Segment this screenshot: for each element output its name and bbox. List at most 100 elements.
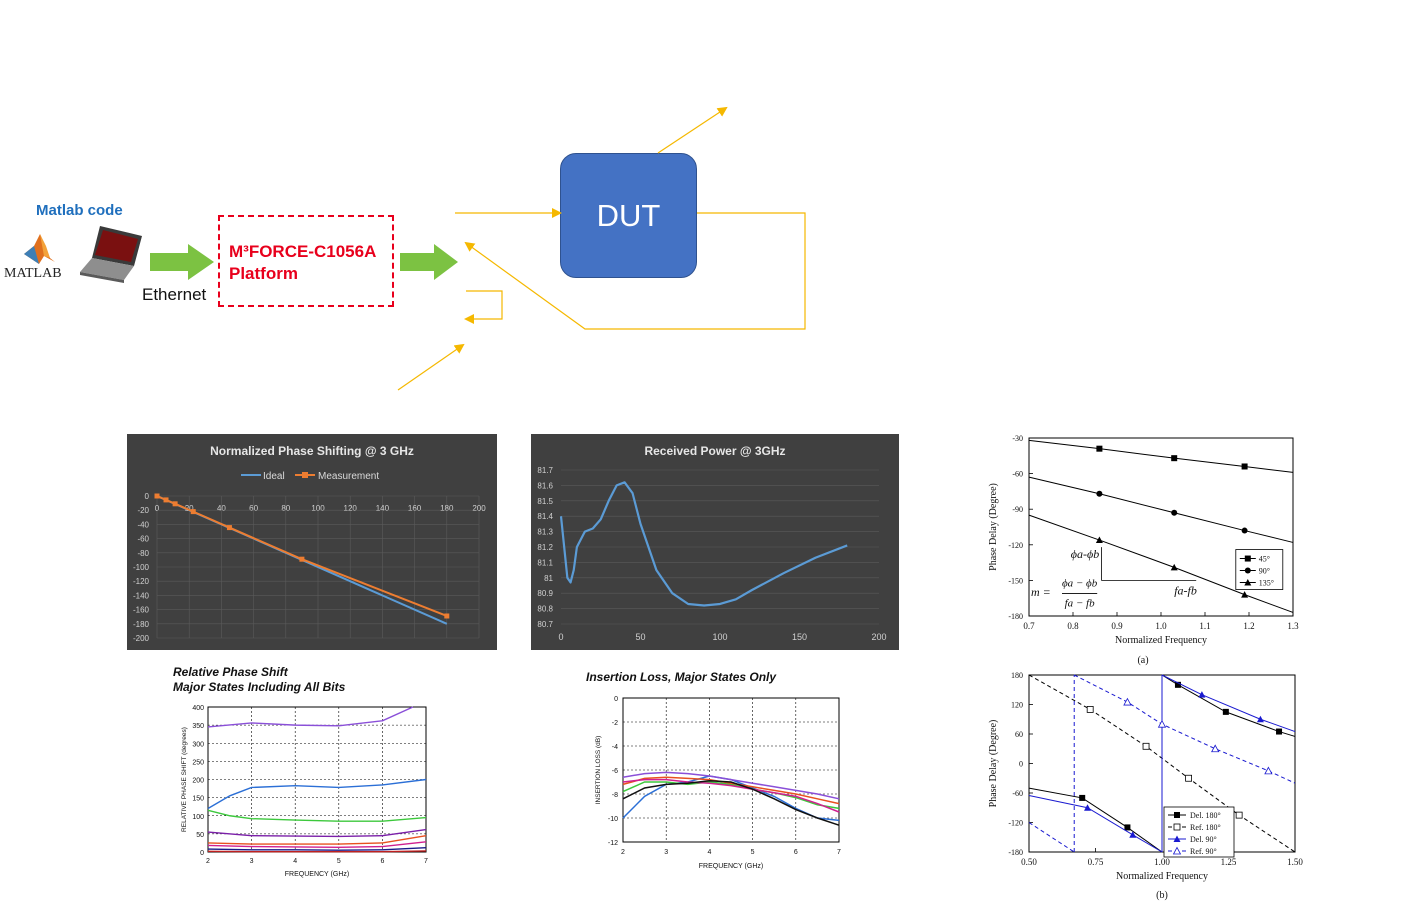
phase-delay-b-chart: 0.50 0.75 1.00 1.25 1.50 180 120 60 0 -60 -120 -180… <box>988 671 1303 901</box>
series-line <box>1028 476 1294 543</box>
legend-label: 135° <box>1259 579 1274 588</box>
x-tick-label: 3 <box>250 858 254 865</box>
data-point-measurement <box>154 493 160 499</box>
y-tick-label: 180 <box>1011 671 1023 680</box>
chart-title: Normalized Phase Shifting @ 3 GHz <box>210 444 414 458</box>
y-tick-label: -60 <box>1012 789 1023 798</box>
data-point <box>1157 719 1167 728</box>
y-tick-label: -60 <box>137 535 149 544</box>
data-point <box>1198 691 1206 698</box>
plot-frame <box>622 697 840 843</box>
data-point <box>1185 774 1193 782</box>
legend-marker-measurement <box>302 472 308 478</box>
laptop-icon <box>80 226 142 283</box>
data-point <box>1244 579 1252 586</box>
signal-connections <box>397 106 806 391</box>
series-line <box>1073 674 1296 784</box>
series-line <box>207 778 427 810</box>
y-tick-label: -120 <box>1008 541 1023 550</box>
series-line <box>1028 439 1294 473</box>
series-line <box>622 781 840 810</box>
system-diagram: Matlab code MATLAB Ethernet M³FORCE-C105… <box>0 0 1415 420</box>
y-tick-label: -100 <box>133 563 150 572</box>
y-tick-label: 0 <box>200 850 204 857</box>
y-tick-label: 81.6 <box>537 481 553 490</box>
freq-diff-label: fa-fb <box>1174 584 1197 598</box>
y-tick-label: 80.8 <box>537 605 553 614</box>
y-tick-label: -60 <box>1012 470 1023 479</box>
series-line <box>1028 794 1163 853</box>
data-point <box>1171 509 1178 516</box>
series-line <box>207 846 427 851</box>
dut-box: DUT <box>560 153 697 278</box>
series-line <box>207 850 427 853</box>
data-point-measurement <box>444 613 450 619</box>
series-line <box>1028 822 1075 853</box>
x-tick-label: 0.7 <box>1023 621 1035 631</box>
x-tick-label: 2 <box>621 849 625 856</box>
y-tick-label: 81.2 <box>537 543 553 552</box>
chart-title: Relative Phase Shift <box>173 665 289 679</box>
x-tick-label: 1.1 <box>1199 621 1210 631</box>
legend-label: 45° <box>1259 555 1270 564</box>
y-tick-label: -40 <box>137 520 149 529</box>
x-tick-label: 1.0 <box>1155 621 1167 631</box>
y-tick-label: 81.7 <box>537 466 553 475</box>
series-line <box>207 834 427 845</box>
formula-lhs: m = <box>1031 585 1051 599</box>
y-axis-label: Phase Delay (Degree) <box>988 483 999 571</box>
x-tick-label: 4 <box>707 849 711 856</box>
data-point <box>1079 794 1086 801</box>
data-point-measurement <box>190 509 196 515</box>
legend-label-measurement: Measurement <box>318 471 379 482</box>
formula-denominator: fa − fb <box>1065 598 1096 610</box>
data-point <box>1235 811 1243 819</box>
chart-caption: (b) <box>1156 890 1168 901</box>
legend-label: Ref. 180° <box>1190 823 1221 832</box>
y-tick-label: 80.9 <box>537 589 553 598</box>
y-tick-label: 60 <box>1015 730 1023 739</box>
y-tick-label: -12 <box>608 840 618 847</box>
x-tick-label: 180 <box>440 504 454 513</box>
x-tick-label: 7 <box>837 849 841 856</box>
data-point <box>1096 490 1103 497</box>
data-point-measurement <box>163 497 169 503</box>
slope-triangle <box>1101 547 1197 581</box>
y-tick-label: 50 <box>196 832 204 839</box>
y-tick-label: -150 <box>1008 576 1023 585</box>
y-tick-label: -20 <box>137 506 149 515</box>
x-tick-label: 2 <box>206 858 210 865</box>
data-point <box>1086 706 1094 713</box>
x-tick-label: 3 <box>664 849 668 856</box>
x-tick-label: 0.50 <box>1021 857 1037 867</box>
data-point <box>1123 697 1132 706</box>
series-line <box>622 780 840 826</box>
data-point <box>1142 742 1150 750</box>
matlab-logo-icon <box>24 234 55 264</box>
ethernet-label: Ethernet <box>142 285 207 304</box>
data-point <box>1170 563 1178 571</box>
y-tick-label: -30 <box>1012 434 1023 443</box>
green-arrow-icon <box>150 244 214 280</box>
x-tick-label: 1.3 <box>1287 621 1299 631</box>
data-point <box>1084 804 1092 811</box>
y-tick-label: -6 <box>612 768 618 775</box>
series-line <box>207 809 427 822</box>
data-point <box>1171 455 1178 462</box>
y-tick-label: 350 <box>192 723 204 730</box>
data-point <box>1211 744 1220 753</box>
data-point <box>1173 835 1181 842</box>
y-tick-label: 150 <box>192 796 204 803</box>
legend-label: Ref. 90° <box>1190 847 1217 856</box>
x-tick-label: 140 <box>376 504 390 513</box>
y-tick-label: 0 <box>1019 760 1023 769</box>
phase-delay-a-chart: 0.7 0.8 0.9 1.0 1.1 1.2 1.3 -30 -60 -90 -120 -150 -1… <box>988 434 1299 666</box>
series-line <box>622 778 840 813</box>
x-tick-label: 5 <box>751 849 755 856</box>
data-point <box>1244 555 1251 562</box>
y-tick-label: -140 <box>133 591 150 600</box>
series-line <box>622 771 840 800</box>
y-tick-label: -180 <box>133 620 150 629</box>
y-tick-label: 81 <box>544 574 553 583</box>
y-tick-label: 81.4 <box>537 512 553 521</box>
